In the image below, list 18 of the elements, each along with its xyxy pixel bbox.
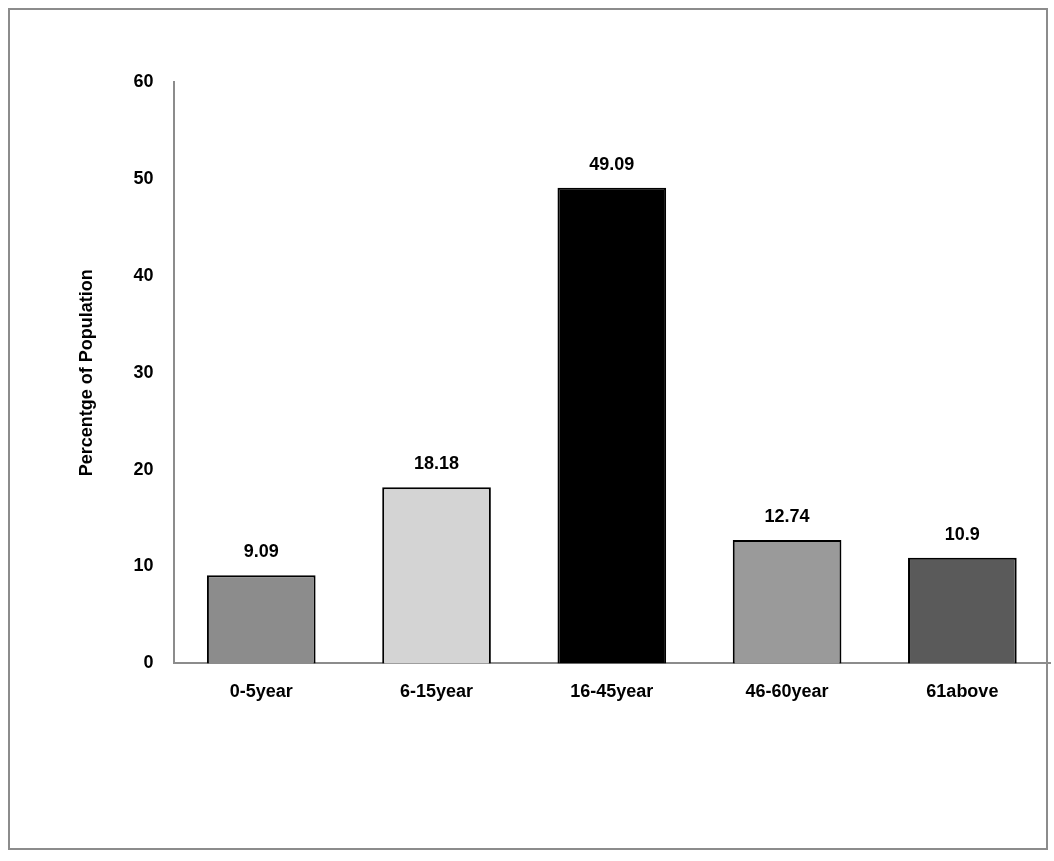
y-axis-title: Percentge of Population: [75, 269, 96, 477]
data-label: 12.74: [764, 505, 810, 526]
y-tick-label: 0: [143, 652, 154, 673]
x-tick-label: 61above: [926, 681, 999, 702]
y-tick-label: 10: [133, 555, 154, 576]
x-tick-label: 6-15year: [400, 681, 474, 702]
data-label: 18.18: [414, 453, 460, 474]
y-tick-label: 60: [133, 70, 154, 91]
y-tick-label: 50: [133, 167, 154, 188]
data-label: 49.09: [589, 153, 635, 174]
x-tick-label: 16-45year: [570, 681, 654, 702]
x-tick-label: 46-60year: [745, 681, 829, 702]
data-label: 10.9: [944, 523, 980, 544]
y-tick-label: 40: [133, 264, 154, 285]
x-tick-label: 0-5year: [229, 681, 293, 702]
y-tick-label: 30: [133, 361, 154, 382]
y-tick-label: 20: [133, 458, 154, 479]
data-label: 9.09: [243, 541, 279, 562]
